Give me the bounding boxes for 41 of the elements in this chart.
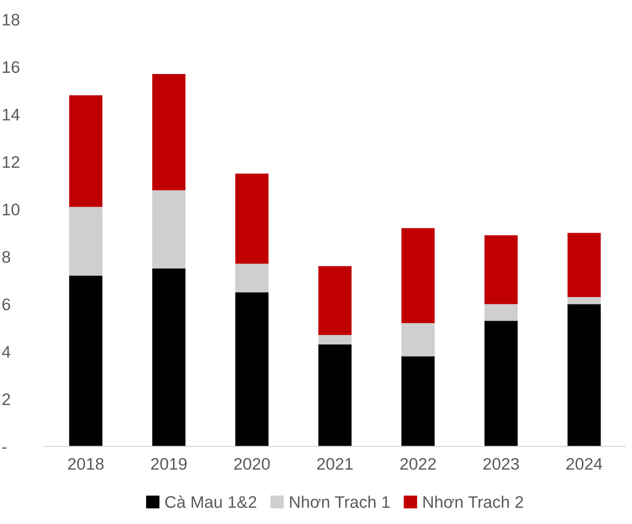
bar <box>318 344 352 446</box>
bar <box>235 292 269 446</box>
bar <box>235 264 269 292</box>
bar <box>484 235 518 304</box>
y-tick-label: 14 <box>2 108 20 120</box>
bar <box>568 232 601 297</box>
bar <box>69 95 102 207</box>
legend-label: Cà Mau 1&2 <box>165 496 256 508</box>
bar <box>401 356 435 446</box>
y-tick-label: 10 <box>2 204 20 216</box>
y-tick-label: 8 <box>2 251 10 263</box>
y-tick-label: 18 <box>2 14 20 26</box>
x-tick-label: 2023 <box>483 458 519 470</box>
y-tick-label: - <box>2 447 6 449</box>
bar <box>235 174 269 264</box>
bar <box>568 304 601 446</box>
bar <box>568 296 601 304</box>
y-tick-label: 16 <box>2 61 20 74</box>
bar <box>318 334 352 344</box>
legend-label: Nhơn Trach 1 <box>290 496 390 508</box>
x-tick-label: 2022 <box>400 458 436 470</box>
bar <box>484 304 518 321</box>
x-tick-label: 2024 <box>566 458 602 470</box>
bar <box>401 228 435 324</box>
y-tick-label: 2 <box>2 393 10 406</box>
bar <box>152 268 186 446</box>
x-tick-label: 2020 <box>234 458 270 470</box>
y-tick-label: 6 <box>2 298 10 310</box>
y-tick-label: 4 <box>2 346 10 358</box>
legend-label: Nhơn Trach 2 <box>423 496 523 508</box>
x-tick-label: 2019 <box>151 458 187 470</box>
x-tick-label: 2021 <box>317 458 353 470</box>
bar <box>318 266 352 335</box>
y-tick-label: 12 <box>2 156 20 168</box>
bar <box>401 323 435 356</box>
bar <box>69 276 102 446</box>
bar <box>152 190 186 269</box>
x-tick-label: 2018 <box>68 458 104 470</box>
bar <box>152 74 186 190</box>
bar <box>69 206 102 276</box>
bar <box>484 320 518 446</box>
